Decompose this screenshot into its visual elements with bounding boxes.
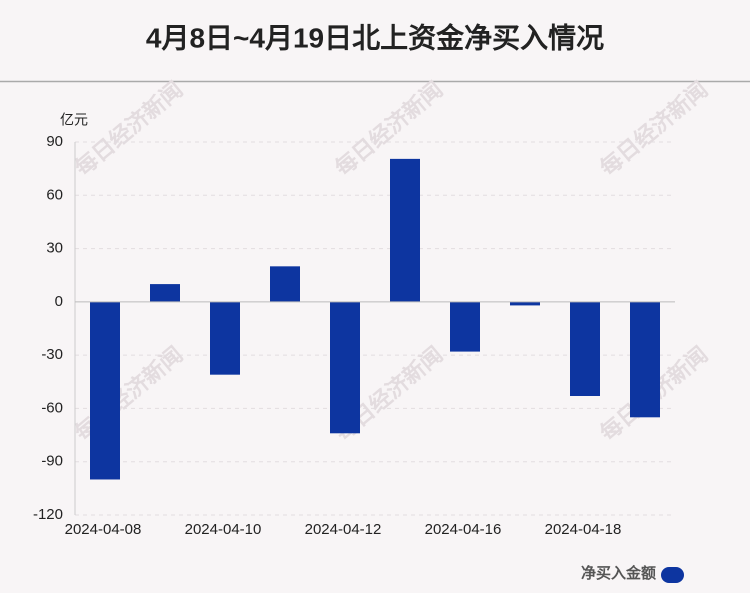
bar	[570, 301, 600, 396]
y-axis-label: 亿元	[60, 112, 88, 128]
y-tick-label: -60	[41, 399, 63, 416]
bar	[150, 284, 180, 302]
y-tick-label: 90	[46, 133, 63, 150]
x-tick-label: 2024-04-18	[545, 521, 622, 538]
legend-swatch	[661, 567, 684, 583]
legend-label: 净买入金额	[581, 564, 656, 582]
bar	[510, 301, 540, 306]
bar	[210, 301, 240, 375]
y-tick-label: 60	[46, 186, 63, 203]
x-tick-label: 2024-04-10	[185, 521, 262, 538]
bar	[270, 266, 300, 302]
bar	[90, 301, 120, 480]
y-tick-label: 0	[55, 293, 63, 310]
x-tick-label: 2024-04-16	[425, 521, 502, 538]
bar	[330, 301, 360, 434]
y-tick-label: -90	[41, 453, 63, 470]
x-tick-label: 2024-04-12	[305, 521, 382, 538]
bar	[630, 301, 660, 418]
y-tick-label: 30	[46, 240, 63, 257]
y-tick-label: -120	[33, 506, 63, 523]
x-tick-label: 2024-04-08	[65, 521, 142, 538]
bar	[450, 301, 480, 352]
chart-title: 4月8日~4月19日北上资金净买入情况	[146, 21, 604, 53]
bar	[390, 158, 420, 302]
y-tick-label: -30	[41, 346, 63, 363]
